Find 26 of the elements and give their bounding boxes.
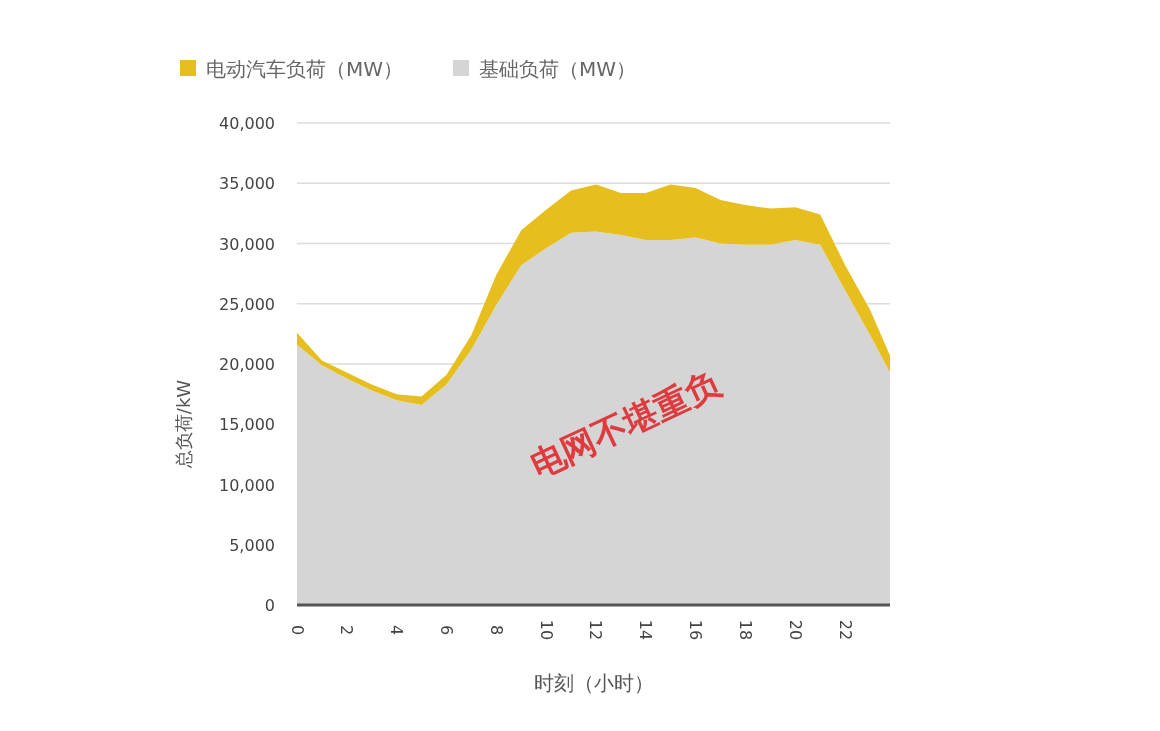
y-tick-label: 40,000 xyxy=(219,114,275,133)
x-tick-label: 22 xyxy=(835,619,855,641)
x-tick-label: 10 xyxy=(536,619,556,641)
y-tick-label: 30,000 xyxy=(219,234,275,254)
x-tick-label: 4 xyxy=(387,624,407,636)
annotation: 电网不堪重负 xyxy=(524,362,726,486)
legend-label: 电动汽车负荷（MW） xyxy=(206,57,404,81)
legend-label: 基础负荷（MW） xyxy=(479,57,637,81)
y-tick-label: 10,000 xyxy=(219,475,275,495)
y-tick-label: 0 xyxy=(264,596,275,615)
x-tick-label: 0 xyxy=(287,624,307,636)
x-tick-label: 18 xyxy=(735,619,755,641)
x-tick-label: 12 xyxy=(586,619,606,641)
y-tick-label: 25,000 xyxy=(219,294,275,314)
y-tick-label: 35,000 xyxy=(219,174,275,194)
y-tick-label: 5,000 xyxy=(229,535,275,555)
y-tick-label: 15,000 xyxy=(219,415,275,435)
x-tick-label: 16 xyxy=(686,619,706,641)
y-axis-title: 总负荷/kW xyxy=(173,379,194,470)
x-tick-label: 20 xyxy=(785,619,805,641)
x-tick-label: 14 xyxy=(636,619,656,641)
x-tick-label: 8 xyxy=(486,624,506,636)
x-tick-label: 2 xyxy=(337,624,357,636)
x-tick-label: 6 xyxy=(437,624,456,636)
y-tick-label: 20,000 xyxy=(219,355,275,374)
x-axis-title: 时刻（小时） xyxy=(533,671,654,695)
